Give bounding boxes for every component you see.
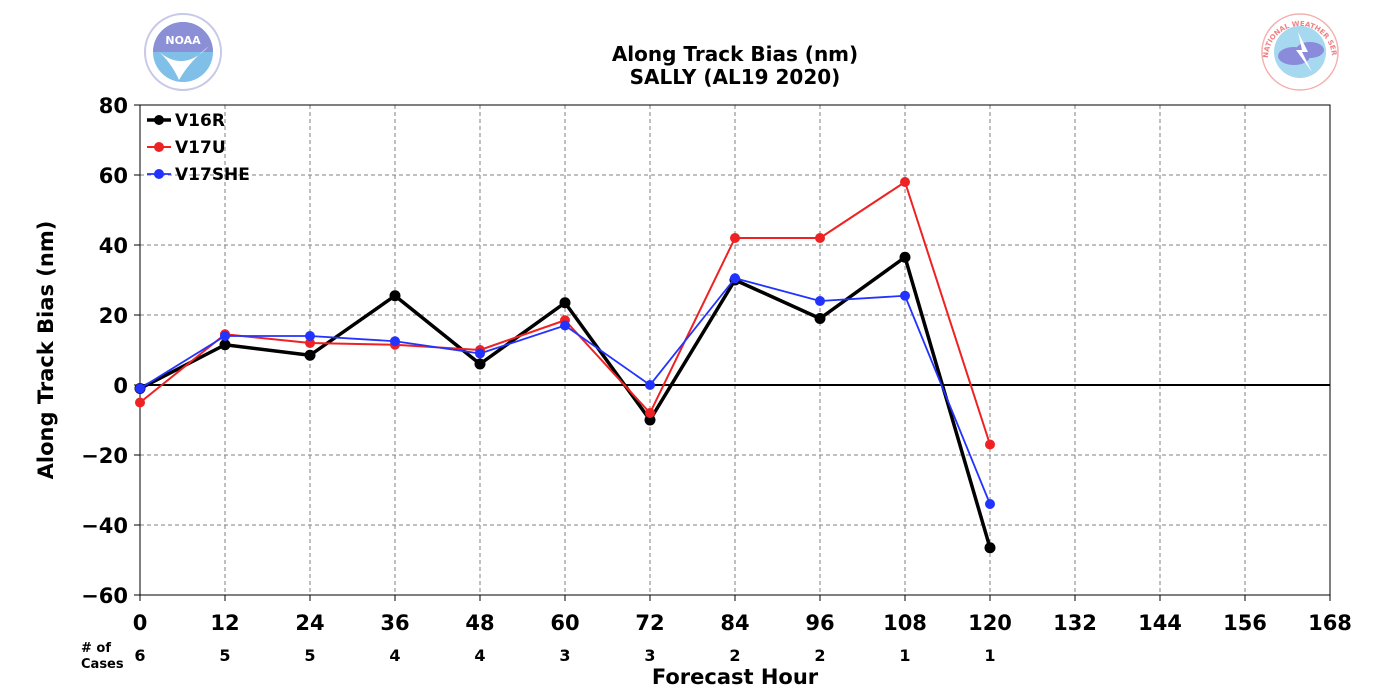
series [134,177,996,554]
data-point [645,408,655,418]
x-tick-label: 60 [550,611,579,635]
data-point [389,290,401,302]
y-axis-label: Along Track Bias (nm) [34,221,58,480]
case-count: 3 [644,646,655,665]
data-point [559,297,571,309]
case-count: 4 [474,646,485,665]
cases-label-line2: Cases [81,657,124,672]
data-point [645,380,655,390]
x-tick-label: 84 [720,611,749,635]
data-point [900,177,910,187]
legend: V16R V17U V17SHE [147,111,250,185]
case-count: 1 [899,646,910,665]
nws-logo: NATIONAL WEATHER SERVICE [1261,13,1339,91]
y-tick-label: −60 [81,584,128,608]
x-tick-label: 36 [380,611,409,635]
noaa-logo: NOAA [144,13,222,91]
chart-title-line1: Along Track Bias (nm) [612,42,858,66]
legend-label: V17SHE [175,165,250,185]
data-point [815,296,825,306]
data-point [220,331,230,341]
data-point [644,414,656,426]
y-tick-label: 20 [99,304,128,328]
y-tick-label: −20 [81,444,128,468]
chart-title-line2: SALLY (AL19 2020) [630,65,841,89]
y-axis: −60 −40 −20 0 20 40 60 80 [81,94,140,608]
data-point [985,439,995,450]
data-point [135,383,145,394]
x-tick-label: 120 [968,611,1012,635]
legend-marker [154,115,164,125]
y-tick-label: 60 [99,164,128,188]
data-point [730,273,740,284]
data-point [815,233,825,243]
x-tick-label: 144 [1138,611,1182,635]
y-tick-label: −40 [81,514,128,538]
case-count: 2 [814,646,825,665]
case-count: 6 [134,646,145,665]
case-count: 5 [219,646,230,665]
legend-label: V17U [175,138,226,158]
legend-marker [154,142,164,152]
data-point [900,290,910,301]
case-count: 5 [304,646,315,665]
data-point [305,338,315,348]
data-point [135,397,145,408]
x-tick-label: 168 [1308,611,1352,635]
case-counts: 6 5 5 4 4 3 3 2 2 1 1 [134,646,995,665]
cases-label-line1: # of [81,641,111,656]
data-point [390,336,400,347]
case-count: 1 [984,646,995,665]
data-point [984,542,996,554]
legend-marker [154,169,164,179]
x-tick-label: 0 [133,611,148,635]
data-point [305,331,315,341]
data-point [560,320,570,331]
data-point [475,348,485,359]
case-count: 2 [729,646,740,665]
data-point [814,313,826,324]
case-count: 3 [559,646,570,665]
noaa-logo-text: NOAA [165,34,201,47]
data-point [219,339,231,351]
x-tick-label: 12 [210,611,239,635]
y-tick-label: 0 [113,374,128,398]
case-count: 4 [389,646,400,665]
x-tick-label: 48 [465,611,494,635]
x-tick-label: 72 [635,611,664,635]
x-tick-label: 96 [805,611,834,635]
data-point [474,358,486,370]
x-axis-label: Forecast Hour [652,665,819,689]
data-point [985,499,995,509]
legend-label: V16R [175,111,225,131]
series-v17she [135,273,995,509]
data-point [304,349,316,361]
x-tick-label: 24 [295,611,324,635]
x-tick-label: 108 [883,611,927,635]
data-point [899,251,911,263]
y-tick-label: 80 [99,94,128,118]
x-tick-label: 132 [1053,611,1097,635]
x-axis: 0 12 24 36 48 60 72 84 96 108 120 132 144 156 168 [133,595,1352,635]
y-tick-label: 40 [99,234,128,258]
x-tick-label: 156 [1223,611,1267,635]
data-point [730,233,740,243]
